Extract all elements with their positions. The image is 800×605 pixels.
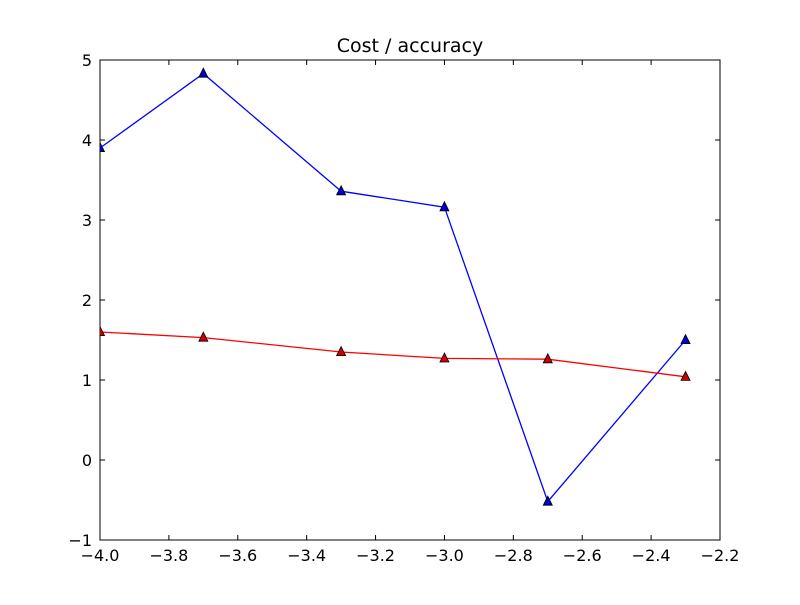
series-1-point	[100, 141, 106, 153]
series-1-point	[680, 333, 691, 345]
y-tick-label: −1	[68, 531, 92, 550]
x-tick-label: −4.0	[81, 546, 120, 565]
series-2-point	[542, 352, 553, 364]
series-1-line	[100, 72, 687, 503]
x-tick-label: −2.4	[632, 546, 671, 565]
y-tick-label: 2	[82, 291, 92, 310]
x-tick-label: −2.6	[563, 546, 602, 565]
series-2-line	[100, 331, 686, 378]
y-tick-label: 0	[82, 451, 92, 470]
y-tick-label: 4	[82, 131, 92, 150]
y-tick-label: 5	[82, 51, 92, 70]
series-2-point	[335, 345, 347, 357]
series-1-point	[542, 495, 553, 506]
x-tick-label: −3.0	[425, 546, 464, 565]
series-1-point	[439, 200, 450, 212]
series-1-point	[198, 67, 209, 78]
series-2-point	[439, 352, 450, 363]
plot-area: −4.0 −3.8 −3.6 −3.4 −3.2 −3.0 −2.8 −2.6 −2.4 −2.2…	[68, 51, 739, 565]
x-tick-label: −3.4	[287, 546, 326, 565]
y-tick-label: 3	[82, 211, 92, 230]
x-tick-label: −3.8	[149, 546, 188, 565]
axes-frame	[99, 59, 721, 541]
series-2-point	[100, 325, 106, 337]
series-1-point	[335, 184, 347, 196]
series-2-point	[680, 370, 691, 381]
x-tick-label: −3.6	[218, 546, 257, 565]
series-2-point	[198, 331, 209, 342]
x-tick-label: −3.2	[356, 546, 395, 565]
x-tick-label: −2.2	[701, 546, 740, 565]
x-tick-label: −2.8	[494, 546, 533, 565]
chart-title: Cost / accuracy	[337, 35, 483, 57]
series-group	[100, 67, 691, 506]
y-tick-label: 1	[82, 371, 92, 390]
